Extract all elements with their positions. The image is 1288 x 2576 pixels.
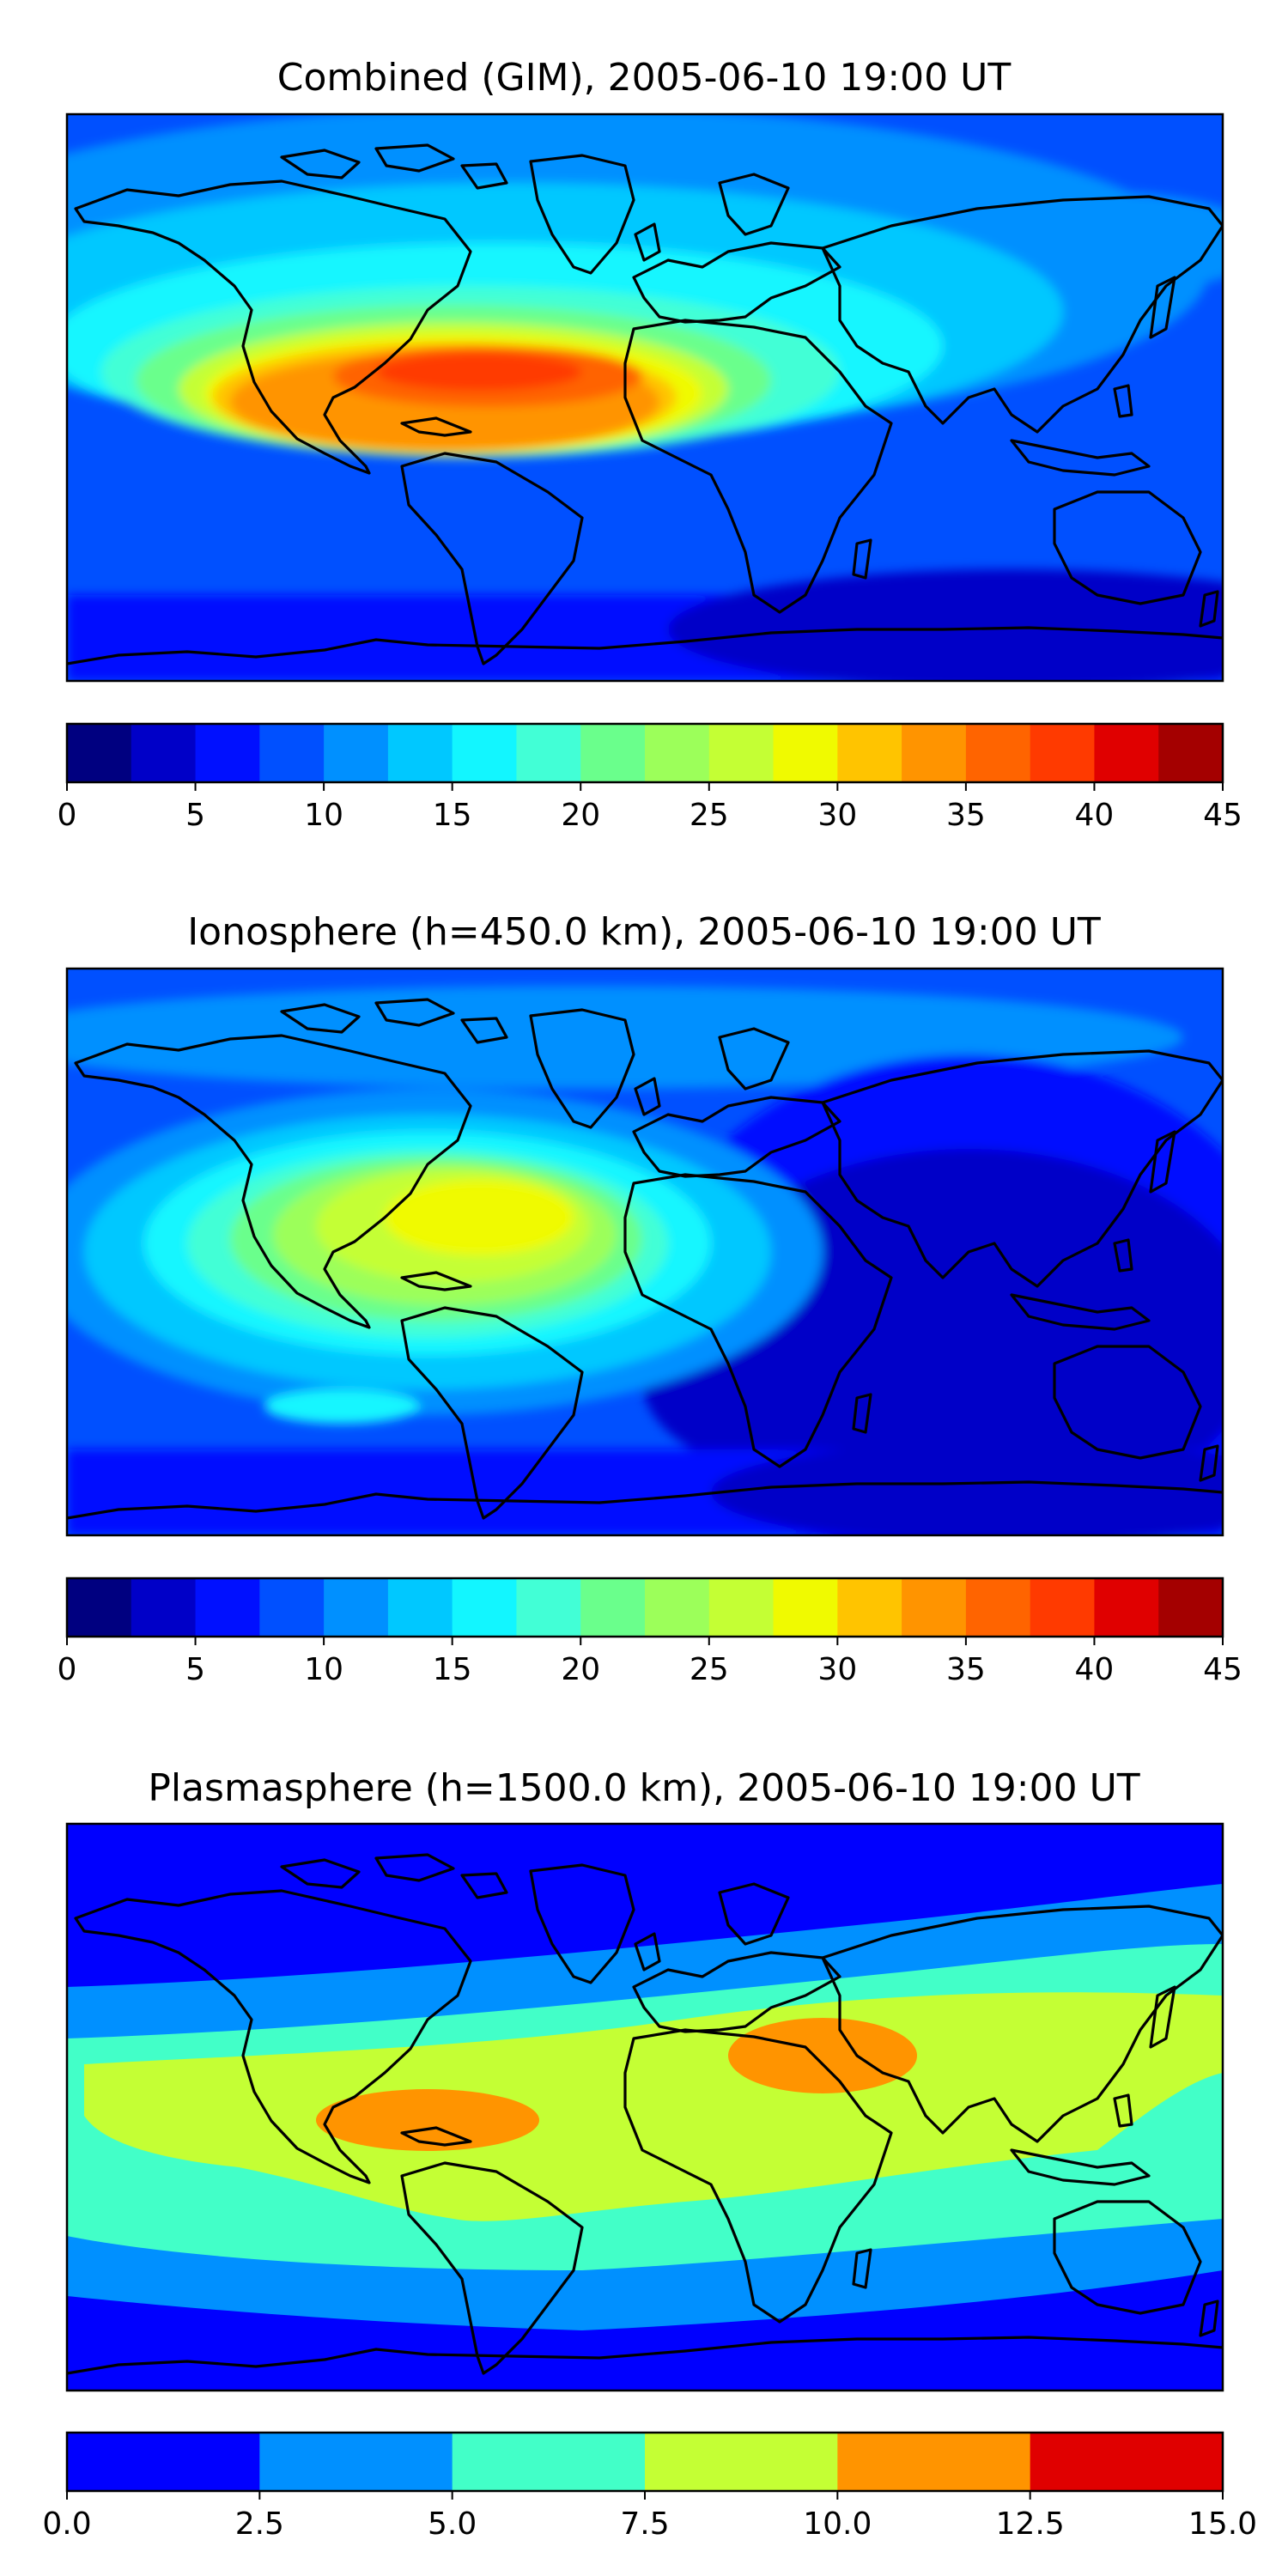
colorbar-frame	[65, 1577, 1224, 1638]
colorbar-tick-label: 40	[1075, 1652, 1115, 1687]
panel3-colorbar: 0.0 2.5 5.0 7.5 10.0 12.5 15.0	[42, 2431, 1257, 2542]
panel2-colorbar: 0 5 10 15 20 25 30 35 40 45	[58, 1577, 1242, 1687]
colorbar-segment	[837, 2433, 1031, 2491]
colorbar-segment	[580, 1578, 646, 1637]
panel1-title: Combined (GIM), 2005-06-10 19:00 UT	[277, 56, 1012, 100]
panel3-map	[65, 1822, 1224, 2392]
colorbar-segment	[452, 2433, 646, 2491]
colorbar-segment	[645, 1578, 710, 1637]
colorbar-segment	[645, 2433, 838, 2491]
colorbar-segment	[1158, 1578, 1224, 1637]
colorbar-segment	[452, 724, 518, 782]
colorbar-tick-label: 5.0	[428, 2506, 477, 2542]
colorbar-segment	[195, 724, 260, 782]
colorbar-tick-label: 10	[304, 1652, 343, 1687]
colorbar-tick-label: 7.5	[620, 2506, 669, 2542]
colorbar-segment	[1158, 724, 1224, 782]
colorbar-tick-label: 10	[304, 798, 343, 833]
colorbar-segment	[259, 1578, 325, 1637]
panel2-title: Ionosphere (h=450.0 km), 2005-06-10 19:0…	[187, 910, 1101, 954]
colorbar-segment	[1094, 724, 1159, 782]
colorbar-tick-label: 15	[433, 798, 472, 833]
colorbar-segment	[67, 2433, 260, 2491]
colorbar-tick-label: 15	[433, 1652, 472, 1687]
colorbar-segment	[195, 1578, 260, 1637]
colorbar-segment	[902, 724, 967, 782]
colorbar-tick-label: 45	[1203, 1652, 1242, 1687]
colorbar-segment	[131, 1578, 197, 1637]
colorbar-tick-label: 2.5	[235, 2506, 284, 2542]
colorbar-segment	[965, 1578, 1031, 1637]
colorbar-tick-label: 15.0	[1188, 2506, 1257, 2542]
colorbar-segment	[1030, 724, 1096, 782]
colorbar-segment	[580, 724, 646, 782]
colorbar-tick-label: 5	[185, 798, 205, 833]
colorbar-segment	[708, 724, 775, 782]
colorbar-segment	[67, 724, 132, 782]
colorbar-tick-label: 35	[946, 798, 986, 833]
colorbar-segment	[259, 724, 325, 782]
colorbar-frame	[65, 722, 1224, 784]
panel1-colorbar: 0 5 10 15 20 25 30 35 40 45	[58, 722, 1242, 833]
colorbar-segment	[645, 724, 710, 782]
colorbar-tick-label: 30	[817, 798, 857, 833]
colorbar-tick-label: 5	[185, 1652, 205, 1687]
colorbar-segment	[67, 1578, 132, 1637]
panel2-map	[65, 967, 1224, 1537]
colorbar-tick-label: 40	[1075, 798, 1115, 833]
colorbar-tick-label: 25	[690, 1652, 729, 1687]
colorbar-segment	[1030, 1578, 1096, 1637]
colorbar-segment	[1030, 2433, 1224, 2491]
colorbar-segment	[452, 1578, 518, 1637]
colorbar-segment	[259, 2433, 453, 2491]
colorbar-tick-label: 12.5	[996, 2506, 1065, 2542]
colorbar-segment	[516, 724, 581, 782]
colorbar-tick-label: 0	[58, 1652, 77, 1687]
colorbar-segment	[387, 724, 453, 782]
colorbar-tick-label: 25	[690, 798, 729, 833]
colorbar-segment	[708, 1578, 775, 1637]
colorbar-segment	[965, 724, 1031, 782]
colorbar-tick-label: 0	[58, 798, 77, 833]
colorbar-segment	[773, 724, 838, 782]
panel3-title: Plasmasphere (h=1500.0 km), 2005-06-10 1…	[148, 1766, 1139, 1810]
colorbar-tick-label: 30	[817, 1652, 857, 1687]
colorbar-tick-label: 45	[1203, 798, 1242, 833]
colorbar-tick-label: 20	[561, 1652, 600, 1687]
colorbar-tick-label: 10.0	[803, 2506, 872, 2542]
colorbar-segment	[1094, 1578, 1159, 1637]
colorbar-segment	[131, 724, 197, 782]
colorbar-segment	[387, 1578, 453, 1637]
colorbar-segment	[837, 1578, 902, 1637]
colorbar-segment	[324, 724, 389, 782]
colorbar-segment	[837, 724, 902, 782]
colorbar-segment	[902, 1578, 967, 1637]
colorbar-segment	[516, 1578, 581, 1637]
colorbar-tick-label: 35	[946, 1652, 986, 1687]
panel1-map	[65, 112, 1224, 683]
colorbar-segment	[773, 1578, 838, 1637]
colorbar-tick-label: 20	[561, 798, 600, 833]
colorbar-tick-label: 0.0	[42, 2506, 91, 2542]
colorbar-segment	[324, 1578, 389, 1637]
